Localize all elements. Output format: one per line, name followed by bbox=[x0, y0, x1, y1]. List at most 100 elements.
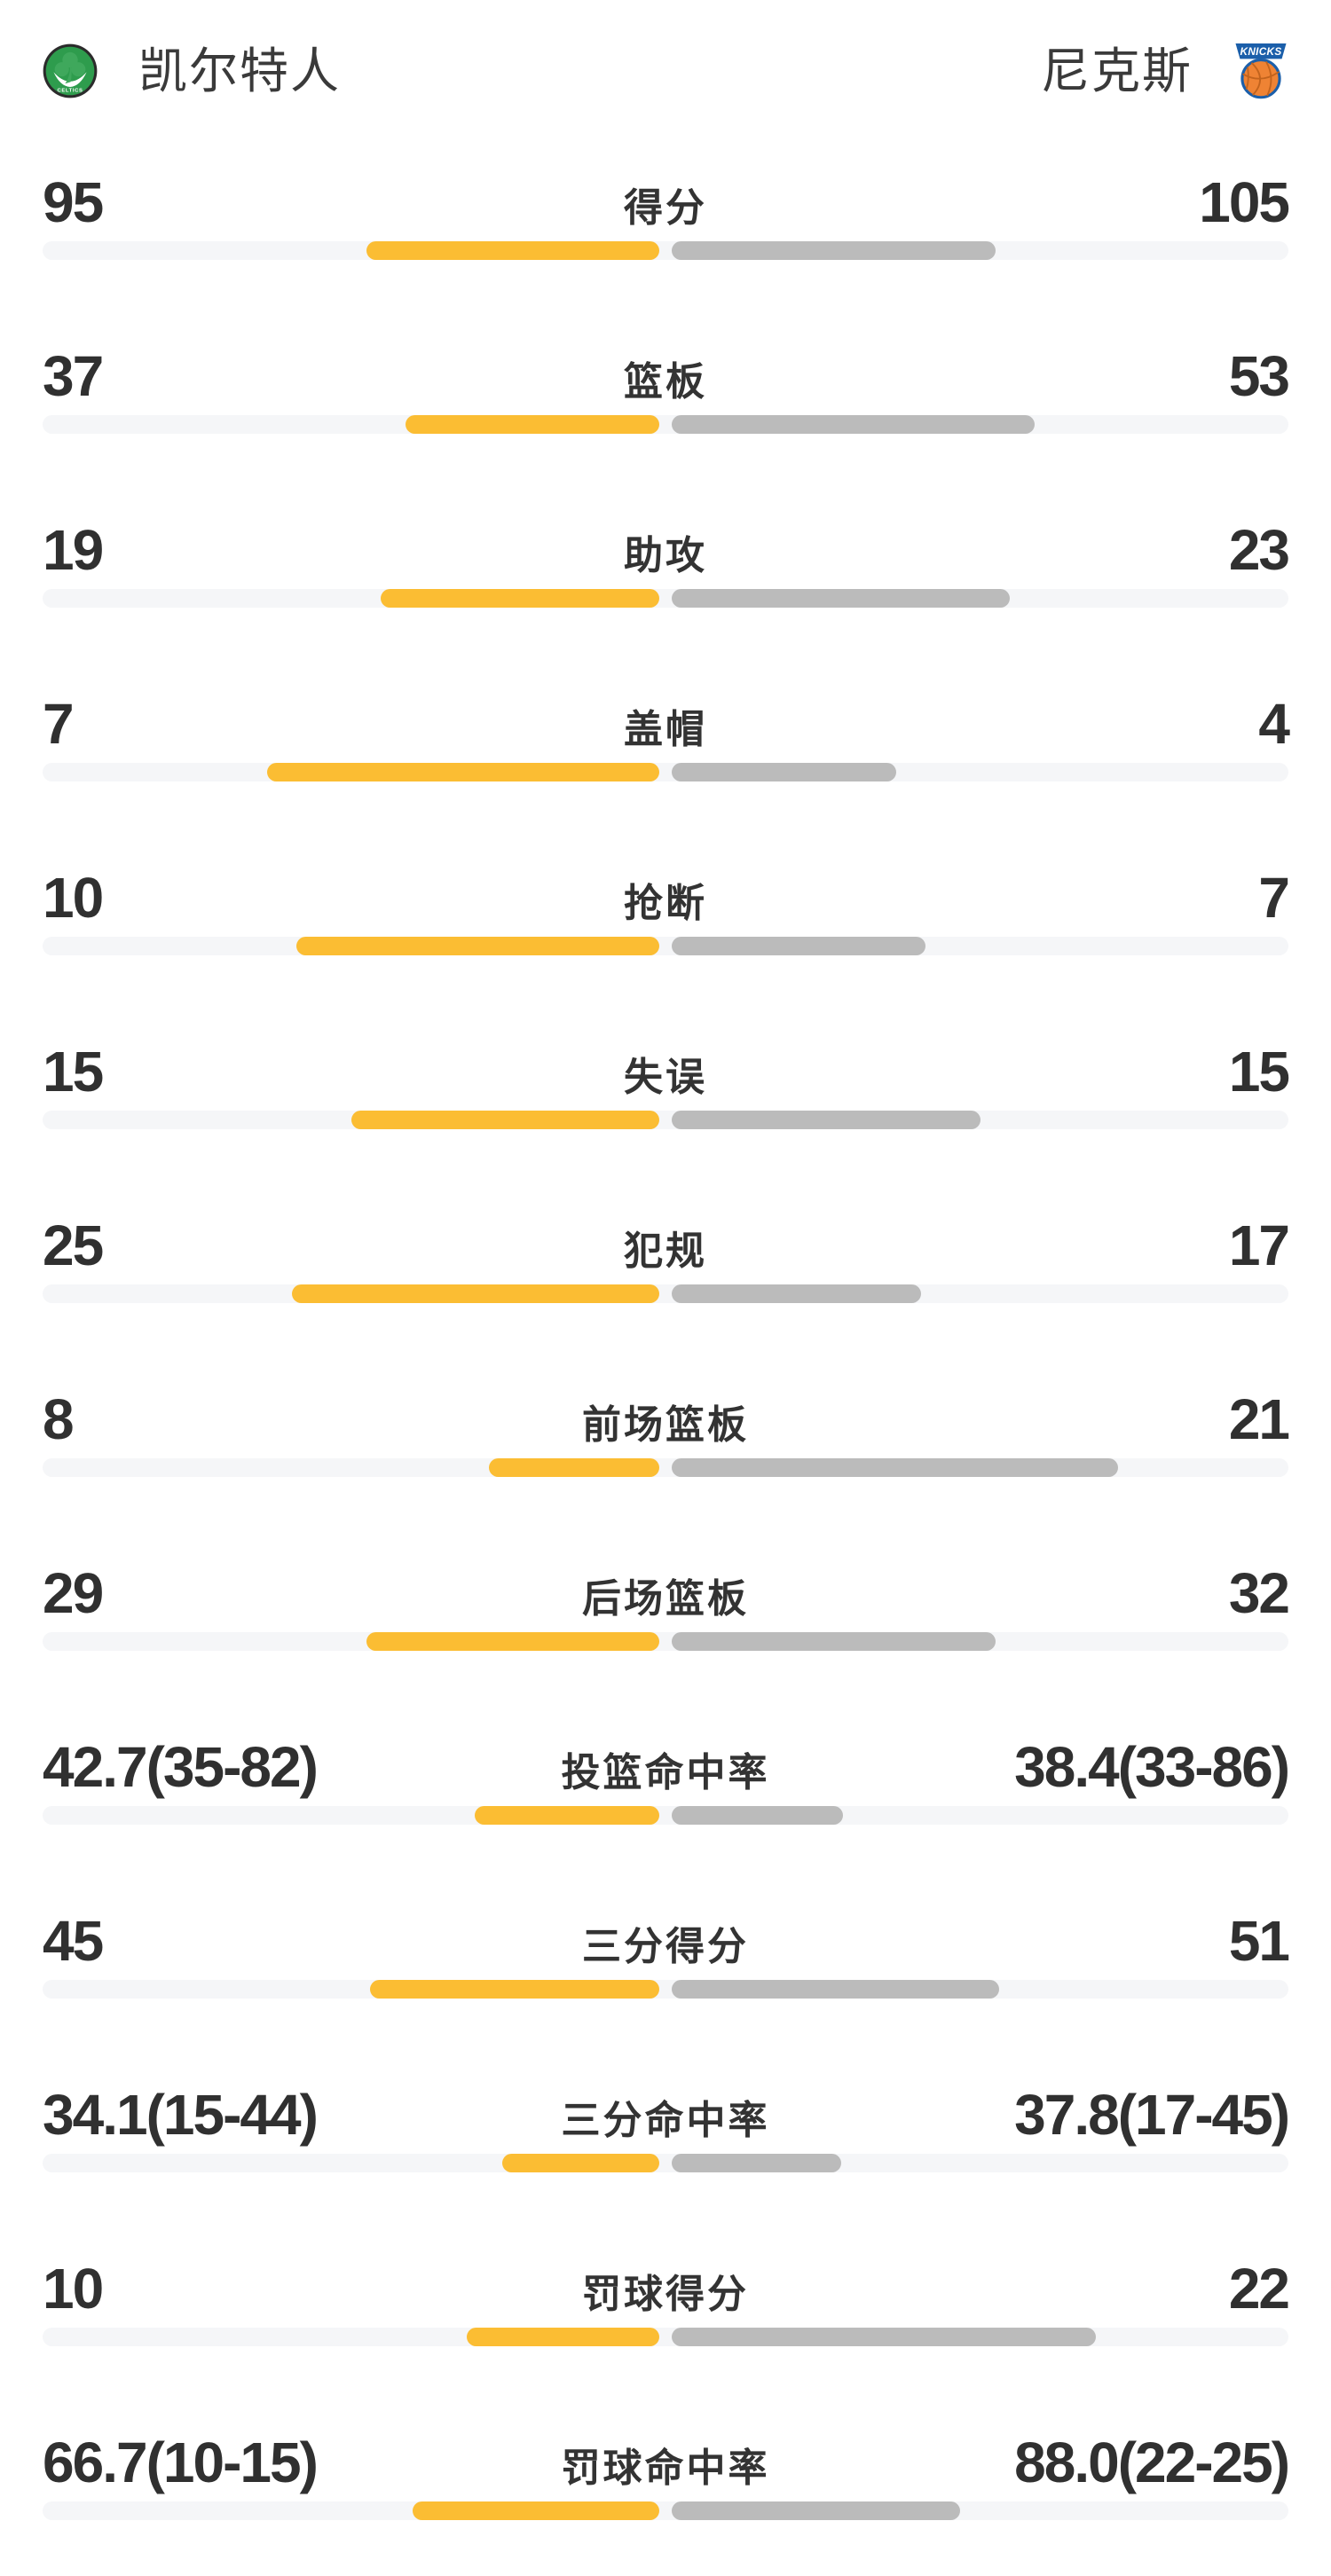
stat-right-value: 4 bbox=[1258, 692, 1290, 756]
stat-row: 29 后场篮板 32 bbox=[0, 1565, 1331, 1707]
stat-right-value: 23 bbox=[1228, 518, 1290, 582]
stat-right-value: 15 bbox=[1228, 1040, 1290, 1103]
stat-left-value: 95 bbox=[43, 170, 104, 234]
stat-left-value: 29 bbox=[43, 1561, 104, 1625]
celtics-wordmark: CELTICS bbox=[57, 89, 83, 94]
stat-row: 8 前场篮板 21 bbox=[0, 1391, 1331, 1533]
stat-label: 失误 bbox=[624, 1056, 707, 1099]
left-team-bar bbox=[466, 2328, 659, 2346]
left-team-bar bbox=[489, 1458, 659, 1477]
stat-right-value: 32 bbox=[1228, 1561, 1290, 1625]
stat-label: 抢断 bbox=[624, 882, 707, 925]
stat-right-value: 37.8(17-45) bbox=[1014, 2083, 1290, 2147]
stat-row: 10 抢断 7 bbox=[0, 869, 1331, 1011]
team-left-name: 凯尔特人 bbox=[138, 43, 342, 98]
stat-bar-track bbox=[43, 241, 1288, 260]
left-team-bar bbox=[366, 241, 659, 260]
stat-text-row: 25 犯规 17 bbox=[43, 1213, 1290, 1277]
stat-bar-track bbox=[43, 1980, 1288, 1999]
scoreboard-header: CELTICS 凯尔特人 尼克斯 KNICKS bbox=[0, 0, 1331, 142]
left-team-bar bbox=[366, 1632, 659, 1651]
stat-bar-track bbox=[43, 1806, 1288, 1825]
stat-left-value: 8 bbox=[43, 1387, 75, 1451]
stat-row: 66.7(10-15) 罚球命中率 88.0(22-25) bbox=[0, 2434, 1331, 2576]
stat-text-row: 7 盖帽 4 bbox=[43, 692, 1290, 756]
stat-bar-track bbox=[43, 2154, 1288, 2172]
right-team-bar bbox=[672, 415, 1036, 434]
right-team-bar bbox=[672, 589, 1010, 608]
stat-label: 罚球命中率 bbox=[561, 2446, 770, 2490]
left-team-bar bbox=[292, 1284, 659, 1303]
team-left: CELTICS 凯尔特人 bbox=[43, 43, 341, 98]
stat-row: 95 得分 105 bbox=[0, 174, 1331, 316]
left-team-bar bbox=[380, 589, 659, 608]
stat-left-value: 45 bbox=[43, 1909, 104, 1973]
stat-row: 42.7(35-82) 投篮命中率 38.4(33-86) bbox=[0, 1739, 1331, 1881]
stat-bar-track bbox=[43, 937, 1288, 955]
stat-text-row: 29 后场篮板 32 bbox=[43, 1561, 1290, 1625]
left-team-bar bbox=[266, 763, 659, 781]
right-team-bar bbox=[672, 1284, 922, 1303]
stat-row: 37 篮板 53 bbox=[0, 348, 1331, 490]
stat-bar-track bbox=[43, 1284, 1288, 1303]
stat-row: 19 助攻 23 bbox=[0, 522, 1331, 664]
stat-label: 助攻 bbox=[624, 534, 707, 577]
right-team-bar bbox=[672, 1632, 996, 1651]
stat-bar-track bbox=[43, 2501, 1288, 2520]
right-team-bar bbox=[672, 2501, 961, 2520]
stat-row: 34.1(15-44) 三分命中率 37.8(17-45) bbox=[0, 2086, 1331, 2228]
stat-label: 三分命中率 bbox=[561, 2099, 770, 2142]
right-team-bar bbox=[672, 1111, 981, 1129]
left-team-bar bbox=[502, 2154, 659, 2172]
stat-text-row: 42.7(35-82) 投篮命中率 38.4(33-86) bbox=[43, 1735, 1290, 1799]
stat-label: 盖帽 bbox=[624, 708, 707, 751]
right-team-bar bbox=[672, 1458, 1119, 1477]
stat-right-value: 38.4(33-86) bbox=[1014, 1735, 1290, 1799]
stat-left-value: 66.7(10-15) bbox=[43, 2431, 319, 2494]
stat-label: 篮板 bbox=[624, 360, 707, 404]
stat-row: 25 犯规 17 bbox=[0, 1217, 1331, 1359]
left-team-bar bbox=[296, 937, 659, 955]
stat-text-row: 10 抢断 7 bbox=[43, 866, 1290, 930]
stat-bar-track bbox=[43, 763, 1288, 781]
stat-left-value: 25 bbox=[43, 1213, 104, 1277]
stat-left-value: 19 bbox=[43, 518, 104, 582]
left-team-bar bbox=[475, 1806, 659, 1825]
team-right: 尼克斯 KNICKS bbox=[1041, 40, 1288, 102]
stat-text-row: 19 助攻 23 bbox=[43, 518, 1290, 582]
stat-right-value: 53 bbox=[1228, 344, 1290, 408]
stat-label: 罚球得分 bbox=[582, 2273, 749, 2316]
team-right-name: 尼克斯 bbox=[1040, 43, 1193, 98]
left-team-bar bbox=[370, 1980, 659, 1999]
stat-bar-track bbox=[43, 1458, 1288, 1477]
stat-label: 前场篮板 bbox=[582, 1403, 749, 1447]
stat-bar-track bbox=[43, 1632, 1288, 1651]
stat-right-value: 88.0(22-25) bbox=[1014, 2431, 1290, 2494]
stat-label: 得分 bbox=[624, 186, 707, 230]
stat-text-row: 34.1(15-44) 三分命中率 37.8(17-45) bbox=[43, 2083, 1290, 2147]
stat-bar-track bbox=[43, 1111, 1288, 1129]
stat-bar-track bbox=[43, 589, 1288, 608]
stat-row: 45 三分得分 51 bbox=[0, 1912, 1331, 2054]
stat-right-value: 22 bbox=[1228, 2257, 1290, 2321]
left-team-bar bbox=[406, 415, 659, 434]
stat-label: 后场篮板 bbox=[582, 1577, 749, 1621]
right-team-bar bbox=[672, 1806, 843, 1825]
stat-left-value: 10 bbox=[43, 2257, 104, 2321]
stat-bar-track bbox=[43, 415, 1288, 434]
knicks-wordmark: KNICKS bbox=[1240, 46, 1282, 58]
stat-row: 7 盖帽 4 bbox=[0, 695, 1331, 837]
left-team-bar bbox=[412, 2501, 659, 2520]
stat-label: 投篮命中率 bbox=[561, 1751, 770, 1795]
stat-right-value: 17 bbox=[1228, 1213, 1290, 1277]
stat-text-row: 37 篮板 53 bbox=[43, 344, 1290, 408]
stat-left-value: 42.7(35-82) bbox=[43, 1735, 319, 1799]
right-team-bar bbox=[672, 1980, 1000, 1999]
stat-left-value: 15 bbox=[43, 1040, 104, 1103]
celtics-logo: CELTICS bbox=[43, 43, 98, 98]
stat-text-row: 95 得分 105 bbox=[43, 170, 1290, 234]
left-team-bar bbox=[350, 1111, 659, 1129]
right-team-bar bbox=[672, 2154, 841, 2172]
stat-row: 15 失误 15 bbox=[0, 1043, 1331, 1185]
stat-left-value: 10 bbox=[43, 866, 104, 930]
